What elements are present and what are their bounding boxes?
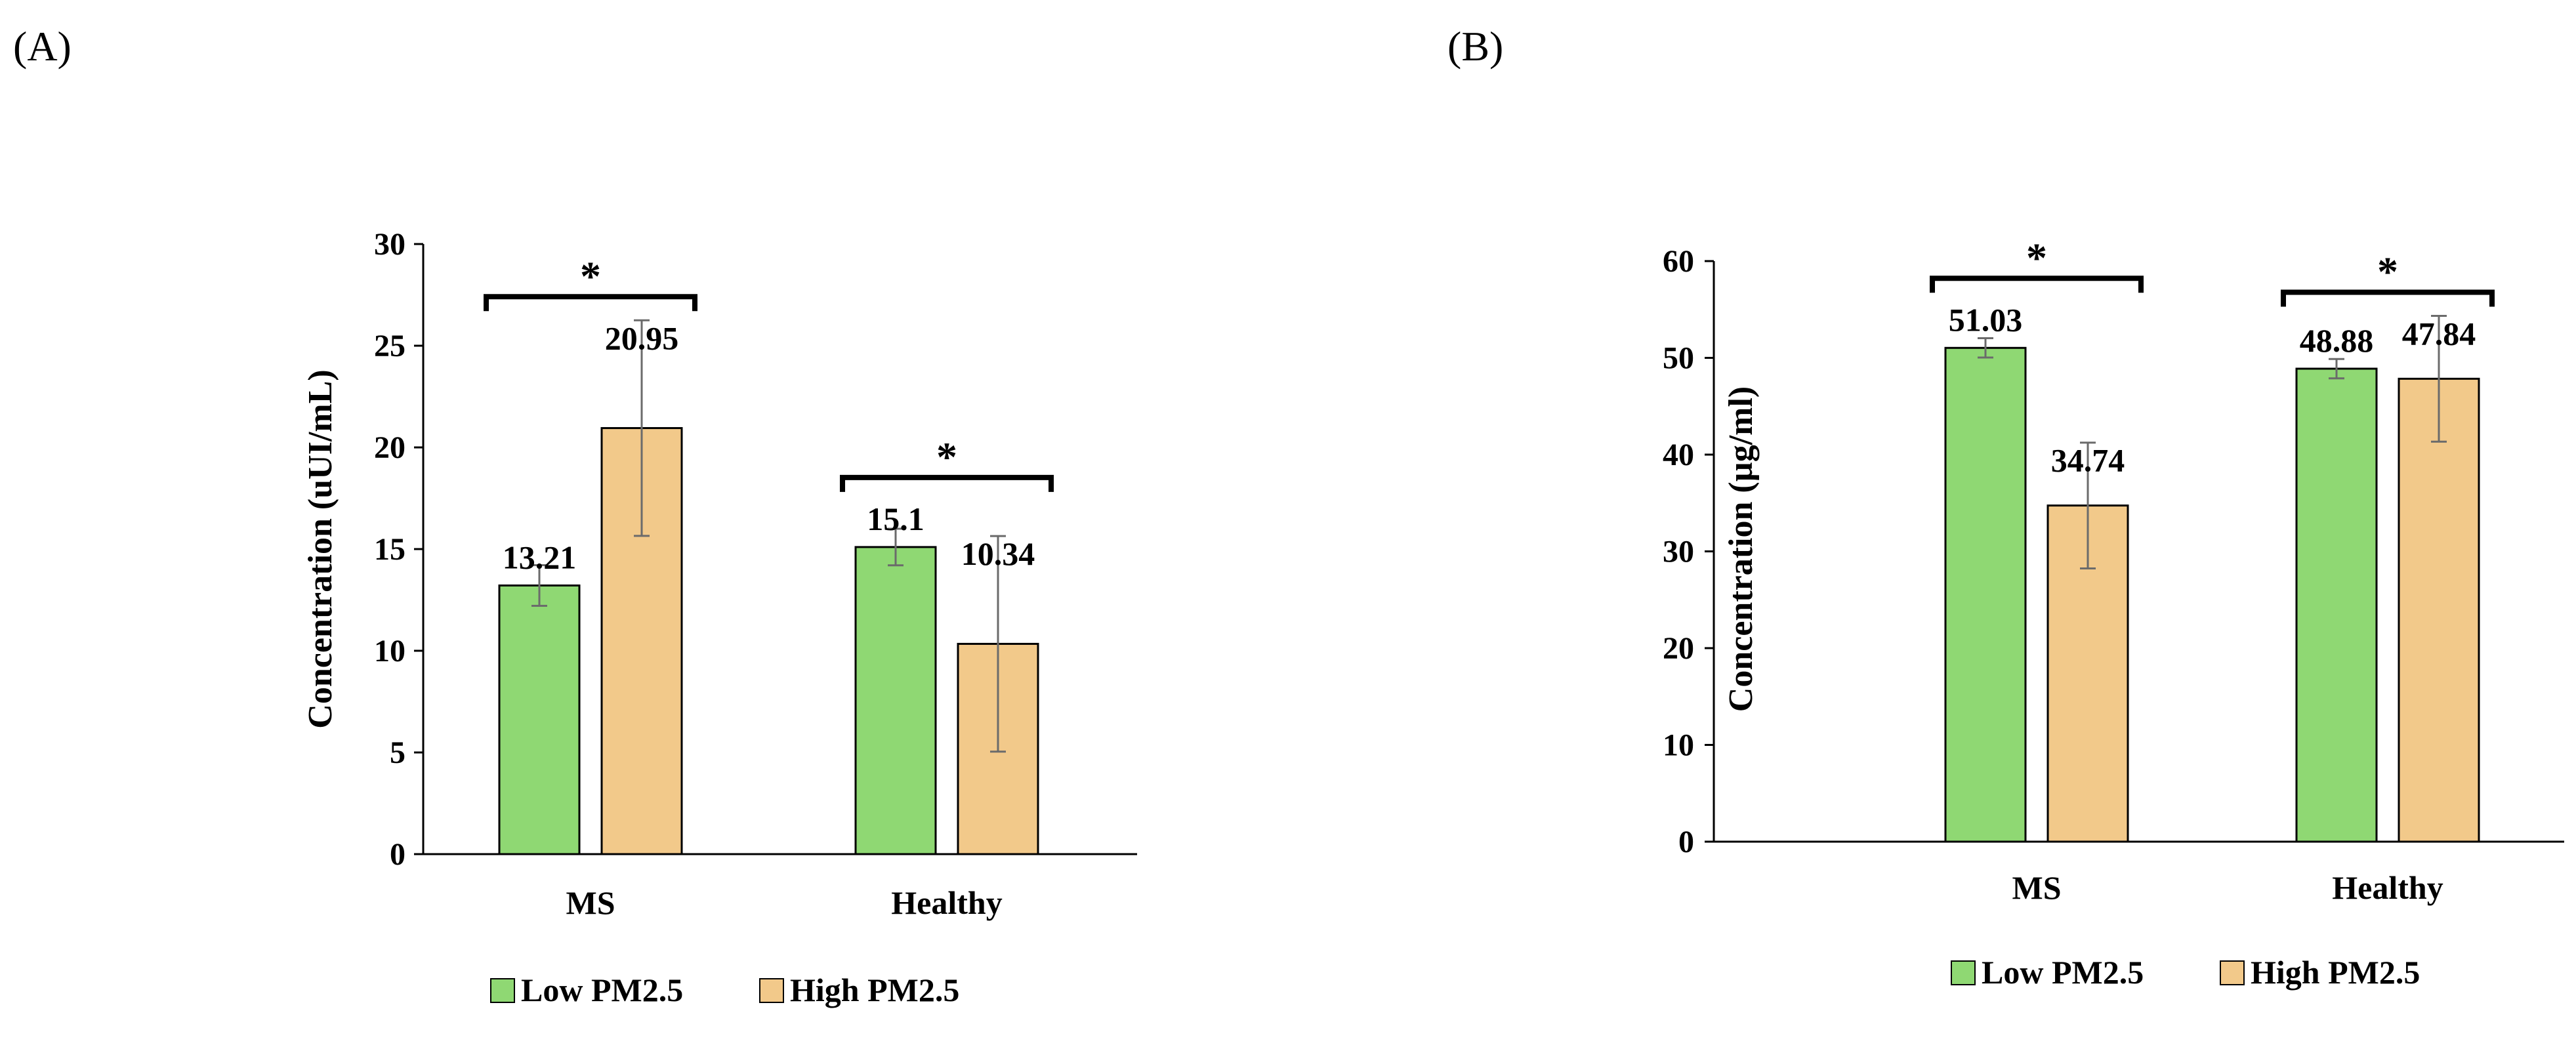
y-axis-label: Concentration (µg/ml) xyxy=(1722,386,1760,712)
bar-low-healthy xyxy=(2295,367,2378,843)
data-label: 13.21 xyxy=(503,539,577,575)
significance-star: * xyxy=(2026,234,2047,281)
bar-low-ms xyxy=(498,584,581,855)
bar-low-healthy xyxy=(854,546,937,855)
legend-swatch-low xyxy=(1951,960,1976,985)
panel-label: (B) xyxy=(1447,23,1503,70)
y-tick-label: 50 xyxy=(1663,341,1694,376)
y-tick-label: 5 xyxy=(390,735,405,770)
legend-swatch-high xyxy=(2220,960,2245,985)
x-category-label: MS xyxy=(2012,869,2062,906)
legend-label: High PM2.5 xyxy=(2251,954,2420,991)
data-label: 34.74 xyxy=(2051,442,2125,479)
y-tick-label: 40 xyxy=(1663,438,1694,472)
significance-star: * xyxy=(2377,248,2398,295)
significance-bracket xyxy=(840,474,1054,492)
chart-panel-a: (A) 0 5 10 15 20 25 30 Concentration (uUI/mL) MS 1… xyxy=(13,23,1137,1008)
x-category-label: Healthy xyxy=(891,884,1002,921)
chart-panel-b: (B) 0 10 20 30 40 50 60 Concentration (µg/ml) MS 5… xyxy=(1447,23,2564,991)
y-tick-label: 15 xyxy=(374,532,405,567)
panel-label: (A) xyxy=(13,23,72,70)
x-category-label: MS xyxy=(566,884,615,921)
y-tick-label: 30 xyxy=(374,227,405,262)
y-tick-label: 0 xyxy=(390,837,405,872)
y-tick-label: 0 xyxy=(1678,825,1694,859)
y-axis-label: Concentration (uUI/mL) xyxy=(302,369,339,728)
significance-star: * xyxy=(580,253,601,299)
bar-low-ms xyxy=(1944,346,2027,843)
y-tick-label: 10 xyxy=(374,634,405,668)
bar-high-healthy xyxy=(2398,377,2480,843)
y-tick-label: 20 xyxy=(1663,631,1694,666)
legend-label: High PM2.5 xyxy=(790,972,959,1008)
data-label: 47.84 xyxy=(2402,315,2476,352)
y-tick-label: 20 xyxy=(374,430,405,465)
significance-star: * xyxy=(936,434,957,480)
legend-label: Low PM2.5 xyxy=(521,972,683,1008)
legend-label: Low PM2.5 xyxy=(1982,954,2144,991)
y-tick-label: 30 xyxy=(1663,535,1694,569)
data-label: 15.1 xyxy=(867,501,924,537)
y-tick-label: 10 xyxy=(1663,728,1694,763)
y-tick-label: 25 xyxy=(374,329,405,363)
significance-bracket xyxy=(1930,276,2144,293)
legend-swatch-low xyxy=(490,978,515,1003)
data-label: 51.03 xyxy=(1949,301,2023,338)
data-label: 48.88 xyxy=(2300,322,2374,359)
x-category-label: Healthy xyxy=(2332,869,2443,906)
data-label: 20.95 xyxy=(605,319,679,356)
legend-swatch-high xyxy=(759,978,784,1003)
y-tick-label: 60 xyxy=(1663,244,1694,279)
significance-bracket xyxy=(484,294,697,312)
significance-bracket xyxy=(2281,289,2495,307)
data-label: 10.34 xyxy=(961,535,1035,572)
